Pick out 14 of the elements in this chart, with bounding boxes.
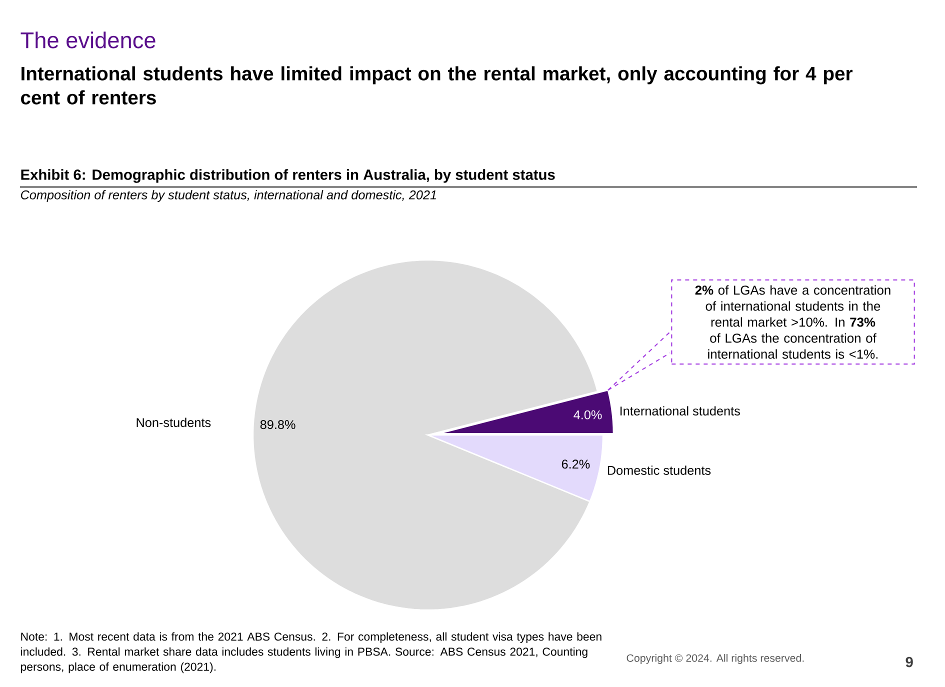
slice-label: International students	[620, 406, 740, 416]
text: 2% of LGAs have a concentration of international students in the rental market >10%. In 73% of LGAs the concentration of international students is <1%.	[695, 285, 890, 359]
text: Note: 1. Most recent data is from the 2021 ABS Census. 2. For completeness, all student visa types have been included. 3. Rental market share data includes students living in PBSA. Source: ABS Census 2021, Counting persons, place of enumeration (2021).	[21, 632, 602, 674]
slice-label: Domestic students	[608, 466, 711, 475]
text: 9	[906, 656, 913, 668]
text: The evidence	[20, 32, 156, 48]
text: Copyright © 2024. All rights reserved.	[626, 654, 804, 664]
data-label: 4.0%	[574, 410, 602, 420]
data-label: 89.8%	[260, 420, 296, 430]
chart-title: International students have limited impact on the rental market, only accounting for 4 per cent of renters	[21, 66, 853, 104]
chart-subtitle: Exhibit 6: Demographic distribution of renters in Australia, by student status	[21, 169, 555, 183]
data-label: 6.2%	[562, 460, 590, 469]
slice-label: Non-students	[136, 418, 211, 428]
text: Composition of renters by student status, international and domestic, 2021	[20, 190, 436, 202]
